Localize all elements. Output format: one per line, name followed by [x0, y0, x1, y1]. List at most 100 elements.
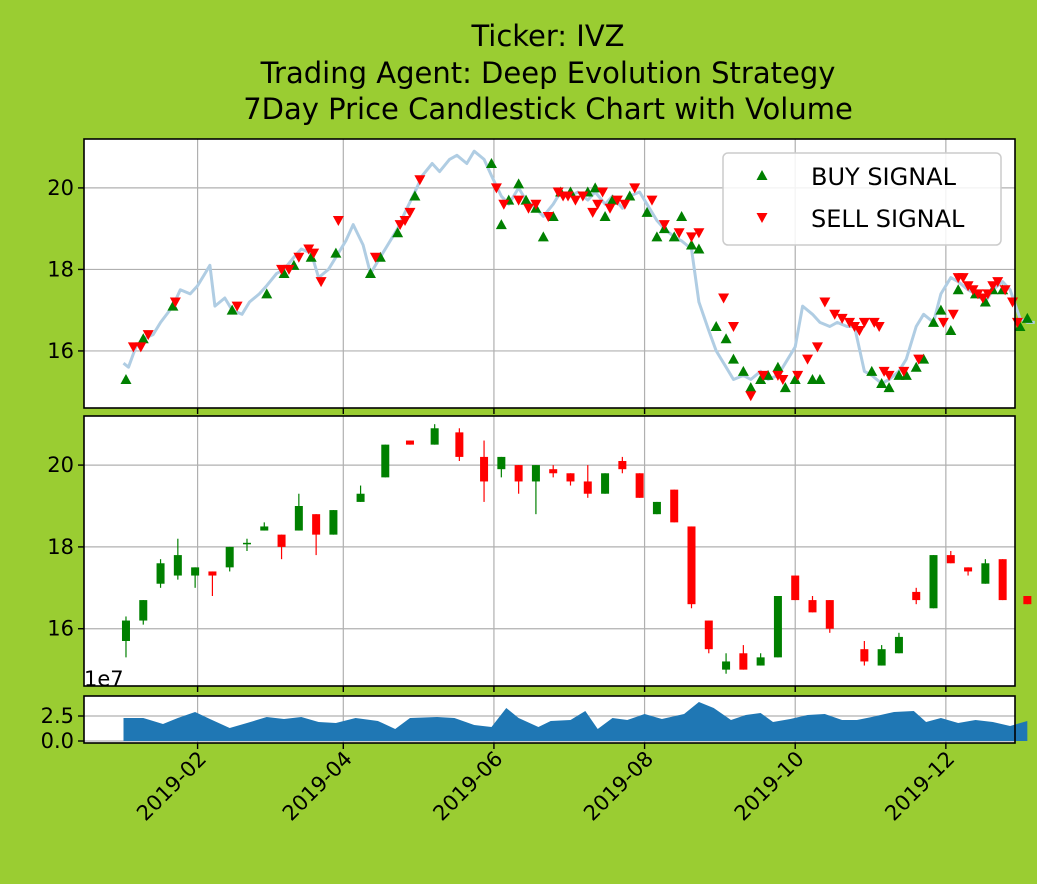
sell-signal-marker [619, 199, 631, 210]
legend-buy-label: BUY SIGNAL [811, 163, 957, 191]
buy-signal-marker [409, 190, 421, 201]
title-line-1: Ticker: IVZ [470, 19, 624, 53]
sell-signal-marker [293, 252, 305, 263]
candle-body [687, 526, 696, 605]
candle-body [329, 510, 338, 535]
legend: BUY SIGNAL SELL SIGNAL [722, 152, 1002, 246]
candle-body [618, 461, 627, 470]
buy-signal-marker [737, 365, 749, 376]
buy-signal-marker [278, 268, 290, 278]
buy-signal-marker [651, 231, 663, 242]
sell-signal-marker [777, 374, 789, 385]
candle-body [260, 526, 269, 531]
sell-signal-marker [127, 342, 139, 353]
buy-signal-marker [485, 157, 497, 168]
buy-signal-marker [693, 243, 705, 254]
buy-signal-marker [952, 284, 964, 295]
buy-signal-marker [589, 182, 601, 193]
sell-signal-marker [987, 281, 999, 292]
sell-signal-marker [999, 285, 1011, 296]
volume-scale-label: 1e7 [84, 667, 124, 691]
buy-signal-marker [945, 325, 957, 336]
buy-signal-marker [755, 373, 767, 384]
buy-signal-marker [513, 178, 525, 189]
buy-signal-marker [261, 288, 273, 299]
buy-signal-marker [866, 365, 878, 376]
sell-signal-marker [587, 207, 599, 218]
sell-signal-marker [404, 207, 416, 218]
sell-signal-marker [523, 203, 535, 214]
sell-signal-marker [530, 199, 542, 210]
candle-body [531, 465, 540, 482]
candle-body [825, 600, 834, 629]
candle-body [312, 514, 321, 535]
buy-signal-marker [641, 206, 653, 217]
candle-body [480, 456, 489, 482]
sell-signal-marker [611, 195, 623, 206]
volume-panel: 0.02.5 [41, 695, 1028, 753]
buy-signal-marker [624, 190, 636, 201]
sell-signal-marker [873, 321, 885, 332]
sell-signal-marker [597, 187, 609, 198]
sell-signal-marker [727, 321, 739, 332]
sell-signal-marker [982, 289, 994, 300]
buy-signal-marker [807, 373, 819, 384]
buy-signal-marker [814, 373, 826, 384]
buy-signal-marker [979, 296, 991, 307]
buy-signal-marker [305, 251, 317, 262]
sell-signal-marker [308, 248, 320, 259]
sell-signal-marker [276, 264, 288, 275]
candlestick-panel: 16 18 20 [47, 415, 1032, 687]
candle-body [566, 473, 575, 482]
sell-signal-marker [315, 277, 327, 288]
sell-signal-marker [829, 309, 841, 320]
buy-signal-marker [928, 316, 940, 327]
sell-signal-marker [577, 191, 589, 202]
buy-signal-marker [900, 369, 912, 380]
legend-sell-marker [756, 213, 768, 223]
volume-ytick-label-0: 0.0 [41, 729, 74, 753]
price-panel: 16 18 20 BUY SIGNAL SELL SIGNAL [47, 138, 1035, 409]
candle-body [773, 596, 782, 658]
sell-signal-marker [231, 301, 243, 312]
sell-signal-marker [399, 216, 411, 227]
volume-ytick-label-1: 2.5 [41, 704, 74, 728]
sell-signal-marker [646, 195, 658, 206]
sell-signal-marker [757, 370, 769, 381]
sell-signal-marker [898, 366, 910, 377]
buy-signal-marker [120, 373, 132, 384]
candlestick-panel-background [84, 416, 1015, 686]
candle-body [381, 444, 390, 478]
sell-signal-marker [802, 354, 814, 365]
sell-signal-marker [542, 211, 554, 222]
candle-body [635, 473, 644, 498]
candle-body [405, 440, 414, 445]
buy-signal-marker [876, 378, 888, 389]
candle-body [670, 489, 679, 523]
sell-signal-marker [332, 216, 344, 227]
sell-signal-marker [513, 195, 525, 206]
candle-body [139, 600, 148, 621]
candle-body [791, 575, 800, 601]
sell-signal-marker [658, 220, 670, 231]
buy-signal-marker [720, 333, 732, 344]
candlestick-panel-y-ticks: 16 18 20 [47, 453, 84, 641]
candle-body [964, 567, 973, 572]
sell-signal-marker [811, 342, 823, 353]
candle-body [430, 428, 439, 445]
sell-signal-marker [883, 370, 895, 381]
sell-signal-marker [369, 252, 381, 263]
sell-signal-marker [718, 293, 730, 304]
sell-signal-marker [673, 228, 685, 239]
sell-signal-marker [604, 203, 616, 214]
buy-signal-marker [599, 210, 611, 221]
buy-signal-marker [883, 382, 895, 393]
sell-signal-marker [853, 326, 865, 337]
candle-ytick-label-0: 16 [47, 617, 74, 641]
buy-signal-marker [495, 219, 507, 230]
sell-signal-marker [913, 354, 925, 365]
candle-ytick-label-1: 18 [47, 535, 74, 559]
buy-signal-marker [364, 268, 376, 278]
sell-signal-marker [629, 183, 641, 194]
